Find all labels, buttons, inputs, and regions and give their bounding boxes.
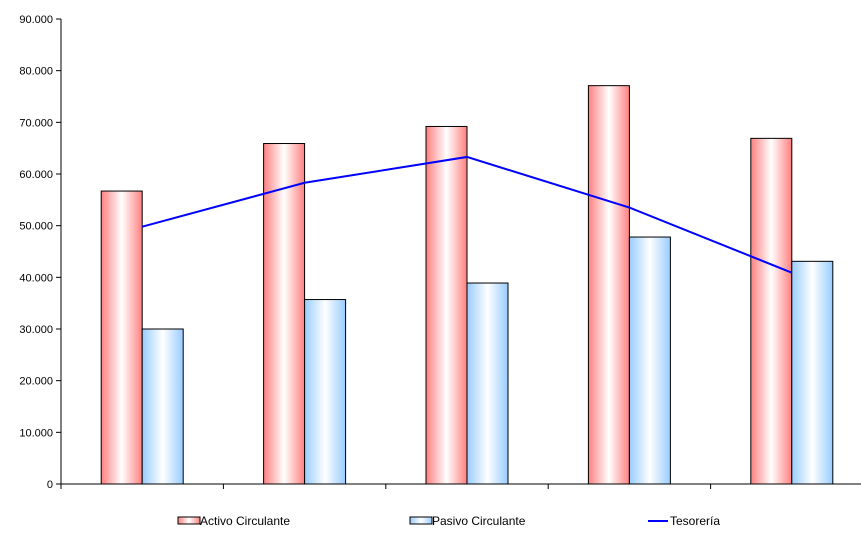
bar-pasivo-circulante xyxy=(304,299,347,485)
line-series xyxy=(141,155,793,274)
bar-pasivo-circulante xyxy=(141,328,184,485)
bar-pasivo-circulante xyxy=(628,236,671,485)
bar-activo-circulante xyxy=(100,190,143,485)
bar-pasivo-circulante xyxy=(791,260,834,485)
y-tick-label: 90.000 xyxy=(19,14,53,26)
y-tick-label: 40.000 xyxy=(19,272,53,284)
bar-activo-circulante xyxy=(425,125,468,485)
y-tick-label: 60.000 xyxy=(19,169,53,181)
y-tick-label: 20.000 xyxy=(19,376,53,388)
axes: 0 10.000 20.000 30.000 40.000 50.000 60.000 70.… xyxy=(19,14,861,491)
y-tick-label: 0 xyxy=(47,479,53,491)
bar-activo-circulante xyxy=(263,143,306,485)
legend-label: Pasivo Circulante xyxy=(432,514,526,528)
y-tick-label: 70.000 xyxy=(19,117,53,129)
bar-activo-circulante xyxy=(750,137,793,485)
y-tick-label: 30.000 xyxy=(19,324,53,336)
legend-item-tesorer-a: Tesorería xyxy=(648,514,720,528)
legend: Activo Circulante Pasivo Circulante Tesore… xyxy=(177,514,720,528)
legend-swatch xyxy=(409,516,433,525)
y-tick-label: 10.000 xyxy=(19,427,53,439)
legend-item-pasivo-circulante: Pasivo Circulante xyxy=(409,514,526,528)
legend-item-activo-circulante: Activo Circulante xyxy=(177,514,290,528)
y-tick-label: 80.000 xyxy=(19,66,53,78)
bars xyxy=(100,85,834,485)
bar-pasivo-circulante xyxy=(466,282,509,485)
y-tick-label: 50.000 xyxy=(19,221,53,233)
bar-activo-circulante xyxy=(587,85,630,485)
legend-label: Activo Circulante xyxy=(200,514,290,528)
legend-label: Tesorería xyxy=(670,514,720,528)
line-tesorer-a xyxy=(141,155,793,274)
legend-swatch xyxy=(177,516,201,525)
